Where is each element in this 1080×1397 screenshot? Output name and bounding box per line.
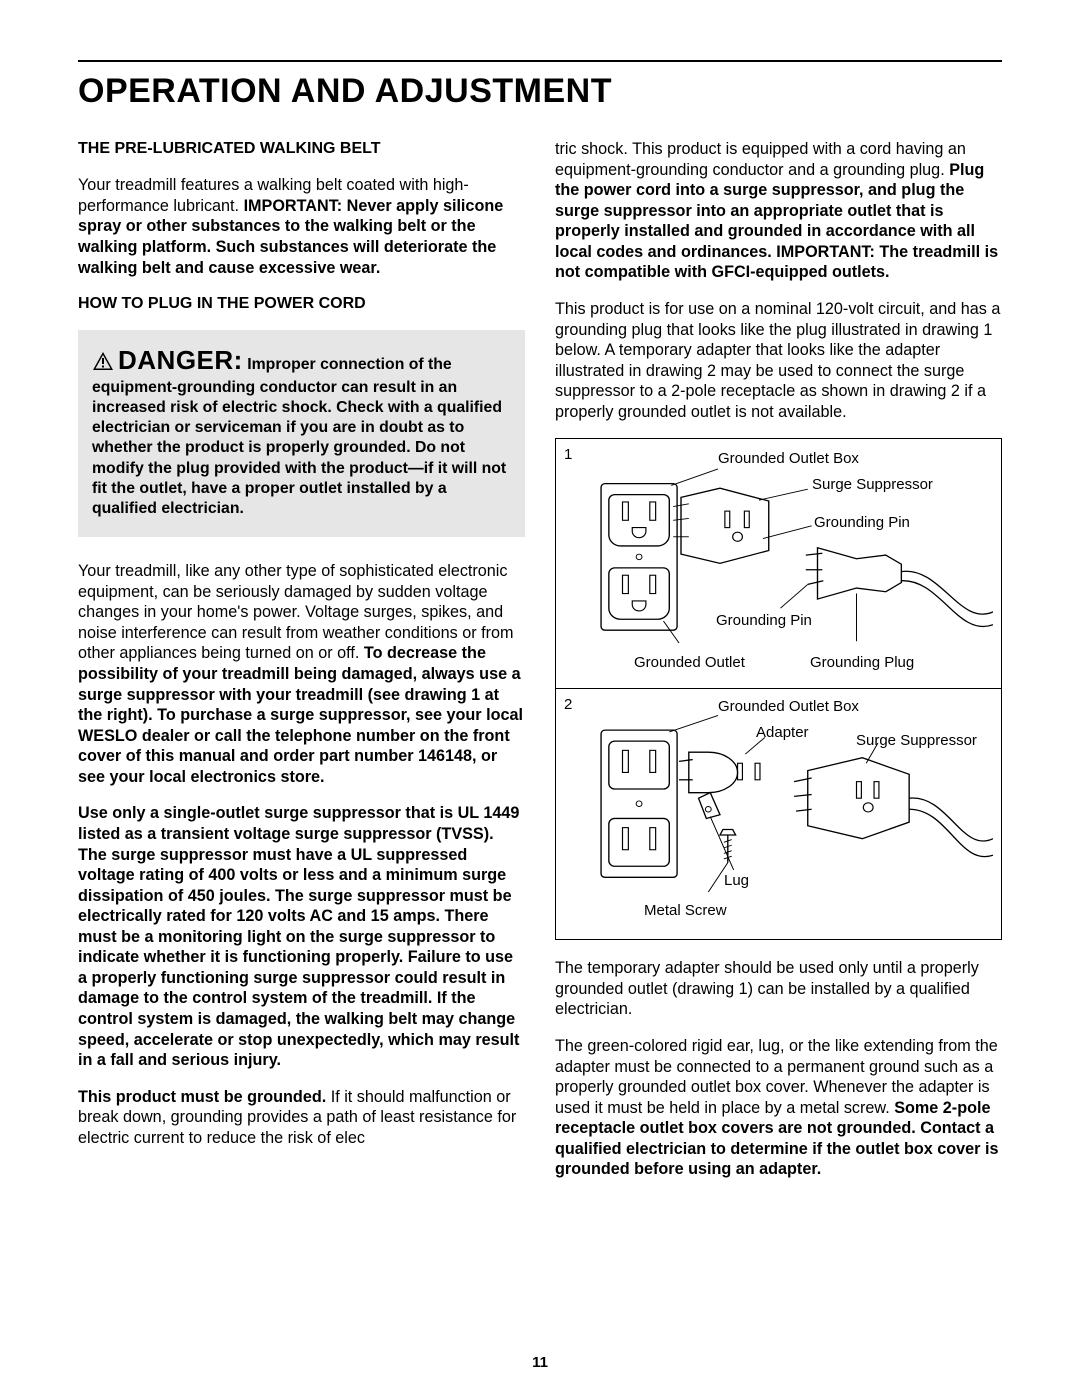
top-rule bbox=[78, 60, 1002, 62]
wiring-diagram: 1 bbox=[555, 438, 1002, 940]
right-para-1: tric shock. This product is equipped wit… bbox=[555, 139, 1002, 283]
label-grounded-outlet-box-2: Grounded Outlet Box bbox=[718, 697, 859, 716]
danger-body: Improper connection of the equipment-gro… bbox=[92, 356, 506, 517]
label-adapter: Adapter bbox=[756, 723, 809, 742]
page-number: 11 bbox=[0, 1354, 1080, 1371]
right-column: tric shock. This product is equipped wit… bbox=[555, 139, 1002, 1196]
page-title: OPERATION AND ADJUSTMENT bbox=[78, 72, 1002, 111]
danger-box: DANGER: Improper connection of the equip… bbox=[78, 330, 525, 537]
warning-icon bbox=[92, 351, 114, 377]
label-grounding-pin-top: Grounding Pin bbox=[814, 513, 910, 532]
label-grounding-pin-bottom: Grounding Pin bbox=[716, 611, 812, 630]
diagram-number-2: 2 bbox=[564, 695, 572, 714]
label-grounded-outlet-box-1: Grounded Outlet Box bbox=[718, 449, 859, 468]
label-lug: Lug bbox=[724, 871, 749, 890]
danger-word: DANGER: bbox=[118, 345, 243, 375]
right-para-3: The temporary adapter should be used onl… bbox=[555, 958, 1002, 1020]
para-surge-2: Use only a single-outlet surge suppresso… bbox=[78, 803, 525, 1070]
right-para-2: This product is for use on a nominal 120… bbox=[555, 299, 1002, 422]
para-grounded: This product must be grounded. If it sho… bbox=[78, 1087, 525, 1149]
left-column: THE PRE-LUBRICATED WALKING BELT Your tre… bbox=[78, 139, 525, 1196]
heading-power-cord: HOW TO PLUG IN THE POWER CORD bbox=[78, 294, 525, 314]
content-columns: THE PRE-LUBRICATED WALKING BELT Your tre… bbox=[78, 139, 1002, 1196]
label-grounding-plug: Grounding Plug bbox=[810, 653, 914, 672]
label-metal-screw: Metal Screw bbox=[644, 901, 727, 920]
para-surge-1b: To decrease the possibility of your trea… bbox=[78, 644, 523, 785]
right-para-4: The green-colored rigid ear, lug, or the… bbox=[555, 1036, 1002, 1180]
para-surge-1: Your treadmill, like any other type of s… bbox=[78, 561, 525, 787]
label-surge-suppressor-2: Surge Suppressor bbox=[856, 731, 977, 750]
diagram-number-1: 1 bbox=[564, 445, 572, 464]
right-para-1a: tric shock. This product is equipped wit… bbox=[555, 140, 966, 179]
diagram-panel-1: 1 bbox=[556, 439, 1001, 689]
diagram-panel-2: 2 bbox=[556, 689, 1001, 939]
label-grounded-outlet: Grounded Outlet bbox=[634, 653, 745, 672]
para-belt: Your treadmill features a walking belt c… bbox=[78, 175, 525, 278]
label-surge-suppressor-1: Surge Suppressor bbox=[812, 475, 933, 494]
heading-walking-belt: THE PRE-LUBRICATED WALKING BELT bbox=[78, 139, 525, 159]
para-grounded-a: This product must be grounded. bbox=[78, 1088, 326, 1106]
